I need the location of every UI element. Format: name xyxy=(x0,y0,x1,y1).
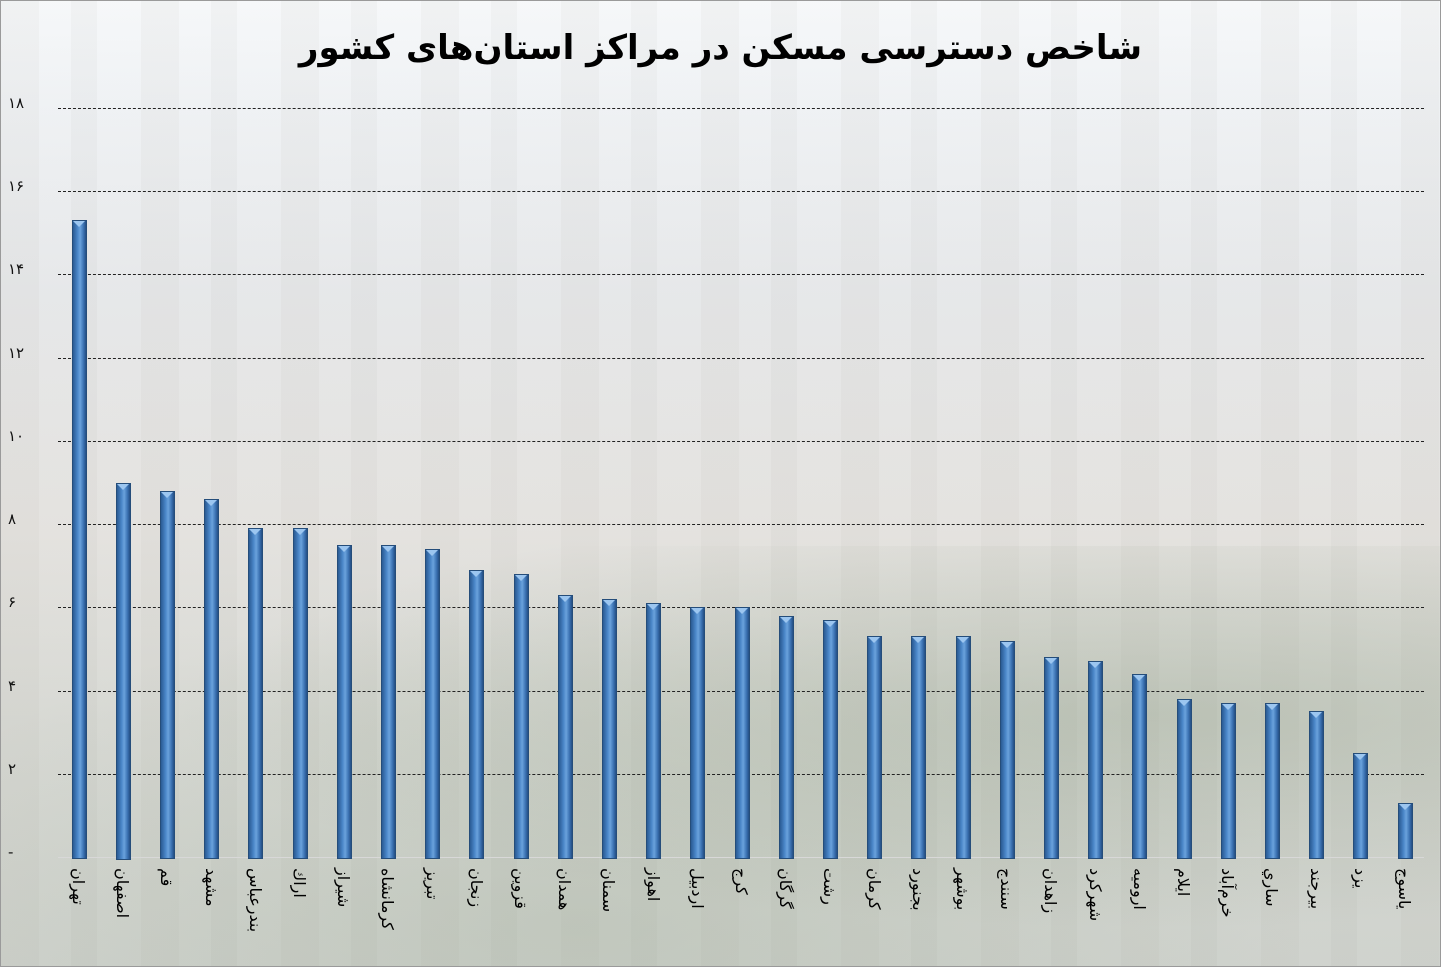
bar xyxy=(735,607,750,859)
x-tick-label: قزوين xyxy=(511,868,530,909)
bar xyxy=(1088,661,1103,859)
x-tick-label: رشت xyxy=(820,868,839,905)
bar xyxy=(72,220,87,859)
bar xyxy=(248,528,263,859)
bar xyxy=(1398,803,1413,859)
gridline xyxy=(58,274,1424,275)
x-tick-label: ساري xyxy=(1262,868,1281,907)
x-tick-label: شهركرد xyxy=(1086,868,1105,922)
x-tick-label: سمنان xyxy=(599,868,618,913)
x-tick-label: ياسوج xyxy=(1395,868,1414,910)
bar xyxy=(381,545,396,859)
x-tick-label: تبريز xyxy=(423,868,442,900)
bar xyxy=(204,499,219,859)
bar xyxy=(1221,703,1236,859)
x-tick-label: اصفهان xyxy=(113,868,132,919)
y-tick-label: ۲ xyxy=(8,760,17,778)
x-tick-label: زاهدان xyxy=(1041,868,1060,914)
x-tick-label: بوشهر xyxy=(953,868,972,911)
bar xyxy=(160,491,175,859)
x-tick-label: كرمان xyxy=(865,868,884,910)
x-tick-label: كرمانشاه xyxy=(378,868,397,930)
bar xyxy=(514,574,529,859)
x-tick-label: اراك xyxy=(290,868,309,898)
x-tick-label: زنجان xyxy=(467,868,486,908)
bar xyxy=(1132,674,1147,859)
bar xyxy=(646,603,661,859)
x-tick-label: يزد xyxy=(1351,868,1370,889)
bar xyxy=(337,545,352,859)
x-tick-label: اهواز xyxy=(644,868,663,902)
bar xyxy=(116,483,131,860)
x-tick-label: گرگان xyxy=(776,868,795,909)
x-tick-label: بيرجند xyxy=(1307,868,1326,910)
x-tick-label: همدان xyxy=(555,868,574,911)
x-tick-label: قم xyxy=(157,868,176,887)
x-tick-label: تهران xyxy=(69,868,88,905)
x-tick-label: سنندج xyxy=(997,868,1016,910)
background-photo-trees xyxy=(1,546,1440,966)
y-tick-label: ۱۶ xyxy=(8,177,25,195)
chart-title: شاخص دسترسی مسکن در مراکز استان‌های کشور xyxy=(298,28,1143,68)
bar xyxy=(690,607,705,859)
gridline xyxy=(58,441,1424,442)
x-tick-label: اروميه xyxy=(1130,868,1149,910)
x-tick-label: بندرعباس xyxy=(246,868,265,933)
bar xyxy=(293,528,308,859)
y-tick-label: ۱۸ xyxy=(8,94,25,112)
bar xyxy=(425,549,440,859)
bar xyxy=(911,636,926,859)
x-tick-label: بجنورد xyxy=(909,868,928,911)
x-tick-label: كرج xyxy=(732,868,751,895)
x-tick-label: خرم‌آباد xyxy=(1218,868,1237,918)
x-tick-label: شيراز xyxy=(334,868,353,908)
bar xyxy=(779,616,794,859)
x-tick-label: اردبيل xyxy=(688,868,707,909)
x-tick-label: ايلام xyxy=(1174,868,1193,897)
bar xyxy=(558,595,573,859)
y-tick-label: ۴ xyxy=(8,677,17,695)
y-tick-label: ۶ xyxy=(8,593,17,611)
y-tick-label: ۱۰ xyxy=(8,427,25,445)
bar xyxy=(956,636,971,859)
x-tick-label: مشهد xyxy=(202,868,221,907)
y-tick-label: - xyxy=(8,843,14,861)
y-tick-label: ۱۴ xyxy=(8,260,25,278)
gridline xyxy=(58,358,1424,359)
bar xyxy=(1353,753,1368,859)
gridline xyxy=(58,524,1424,525)
bar xyxy=(823,620,838,859)
bar xyxy=(469,570,484,859)
bar xyxy=(1000,641,1015,859)
bar xyxy=(867,636,882,859)
y-tick-label: ۱۲ xyxy=(8,344,25,362)
gridline xyxy=(58,108,1424,109)
bar xyxy=(602,599,617,859)
bar xyxy=(1309,711,1324,859)
y-tick-label: ۸ xyxy=(8,510,17,528)
gridline xyxy=(58,191,1424,192)
bar xyxy=(1265,703,1280,859)
bar xyxy=(1177,699,1192,859)
bar xyxy=(1044,657,1059,859)
